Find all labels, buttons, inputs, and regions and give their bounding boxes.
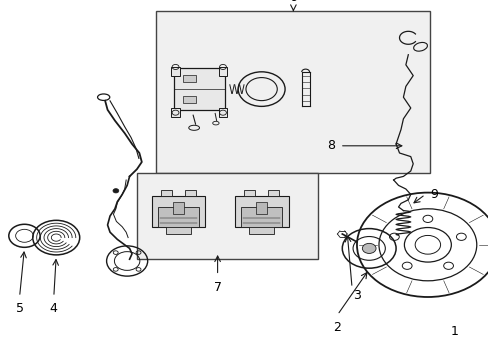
Circle shape bbox=[362, 243, 375, 253]
Bar bbox=[166, 226, 190, 234]
Bar bbox=[151, 196, 205, 227]
Bar bbox=[244, 190, 255, 196]
Bar bbox=[267, 190, 278, 196]
Text: 2: 2 bbox=[333, 321, 341, 334]
Bar bbox=[172, 202, 184, 214]
Text: 3: 3 bbox=[352, 289, 360, 302]
Bar bbox=[184, 190, 195, 196]
Bar bbox=[171, 67, 180, 76]
Bar bbox=[241, 207, 282, 227]
Text: 9: 9 bbox=[429, 188, 437, 201]
Bar bbox=[173, 68, 224, 110]
Text: 5: 5 bbox=[16, 302, 23, 315]
Text: 8: 8 bbox=[326, 139, 334, 152]
Text: 7: 7 bbox=[213, 281, 221, 294]
Bar bbox=[183, 96, 195, 103]
Circle shape bbox=[113, 189, 119, 193]
Text: 4: 4 bbox=[50, 302, 58, 315]
Text: 6: 6 bbox=[289, 0, 297, 4]
Bar bbox=[218, 108, 227, 117]
Bar bbox=[234, 196, 288, 227]
Bar bbox=[137, 173, 317, 259]
Text: 1: 1 bbox=[450, 325, 458, 338]
Bar bbox=[171, 108, 180, 117]
Bar bbox=[158, 207, 199, 227]
Bar bbox=[255, 202, 267, 214]
Bar bbox=[161, 190, 172, 196]
Bar bbox=[183, 75, 195, 82]
Bar bbox=[218, 67, 227, 76]
Bar bbox=[156, 11, 429, 173]
Bar bbox=[249, 226, 273, 234]
